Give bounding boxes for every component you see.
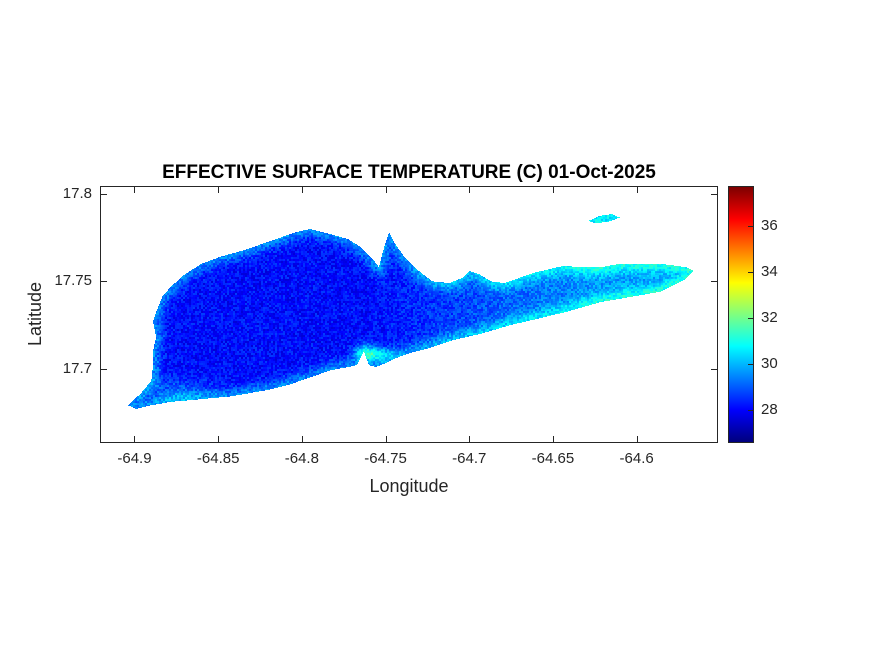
- colorbar: [728, 186, 754, 443]
- x-tick-label: -64.7: [452, 450, 487, 467]
- x-tick-label: -64.75: [364, 450, 407, 467]
- y-tick-label: 17.7: [62, 359, 92, 377]
- temperature-heatmap-canvas: [101, 187, 717, 442]
- colorbar-tick-label: 32: [761, 308, 778, 326]
- y-tick-label: 17.75: [54, 272, 92, 290]
- x-tick-label: -64.65: [531, 450, 575, 467]
- colorbar-tick-label: 28: [761, 400, 778, 418]
- colorbar-tick-label: 30: [761, 354, 778, 372]
- x-tick-label: -64.8: [284, 450, 319, 467]
- x-axis-label: Longitude: [369, 476, 449, 496]
- colorbar-gradient-canvas: [729, 187, 753, 442]
- chart-title: EFFECTIVE SURFACE TEMPERATURE (C) 01-Oct…: [162, 162, 656, 183]
- y-tick-label: 17.8: [62, 184, 92, 202]
- x-tick-label: -64.6: [619, 450, 654, 467]
- plot-area: [100, 186, 718, 443]
- colorbar-tick-label: 34: [761, 263, 778, 280]
- colorbar-tick-label: 36: [761, 217, 778, 235]
- x-tick-label: -64.9: [117, 450, 152, 467]
- x-tick-label: -64.85: [196, 450, 240, 467]
